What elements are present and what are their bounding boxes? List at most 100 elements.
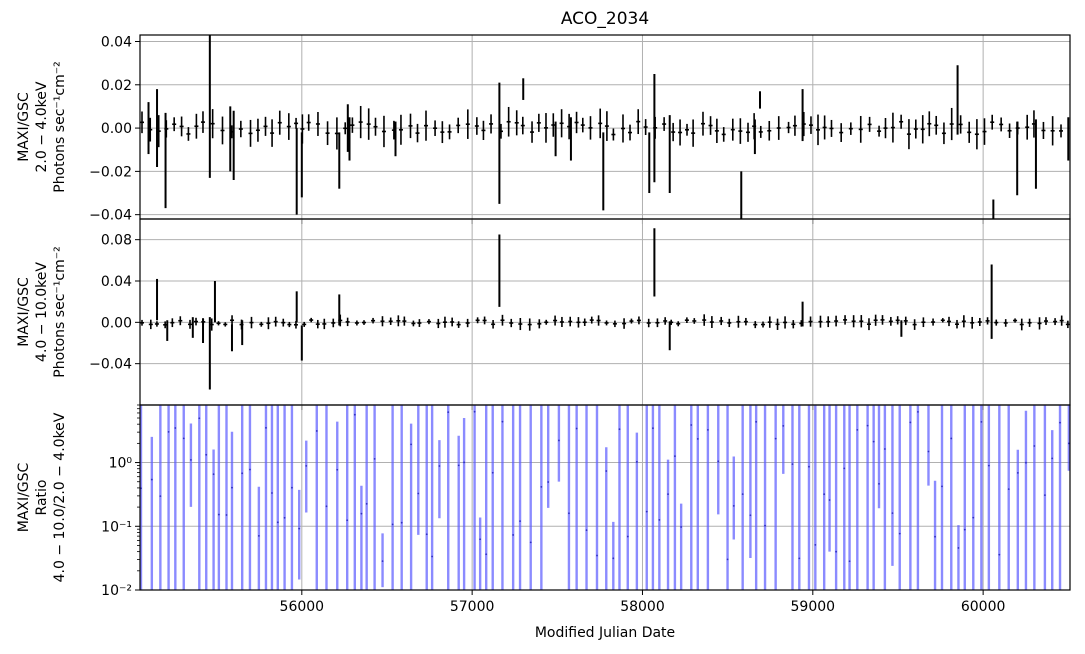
y-tick-label: −0.02 <box>89 164 132 180</box>
ratio-point <box>558 439 560 442</box>
y-axis-label-line: Photons sec⁻¹cm⁻² <box>52 61 68 193</box>
ratio-point <box>150 478 153 481</box>
ratio-point <box>1043 494 1046 497</box>
ratio-point <box>585 529 588 532</box>
ratio-point <box>791 463 794 466</box>
ratio-point <box>519 520 521 523</box>
panel-top-band-2-4kev: −0.04 −0.02 0.00 0.02 0.04 MAXI/GSC 2.0 − 4.0k… <box>16 34 1071 224</box>
ratio-point <box>485 553 488 556</box>
ratio-point <box>980 421 983 423</box>
ratio-point <box>917 410 919 413</box>
y-tick-label: 0.00 <box>101 315 132 331</box>
y-tick-label: 0.04 <box>101 274 132 290</box>
ratio-point <box>373 457 376 460</box>
ratio-point <box>457 464 460 467</box>
ratio-point <box>891 512 894 515</box>
ratio-point <box>749 514 752 517</box>
ratio-point <box>159 495 162 497</box>
ratio-point <box>231 486 233 489</box>
y-tick-label: 0.00 <box>101 121 132 137</box>
ratio-point <box>941 485 943 488</box>
ratio-point <box>479 538 482 541</box>
ratio-point <box>612 557 615 560</box>
ratio-point <box>774 437 777 440</box>
ratio-point <box>696 438 699 440</box>
ratio-point <box>305 464 308 467</box>
ratio-point <box>808 465 810 468</box>
ratio-point <box>276 521 279 524</box>
y-tick-label: 0.02 <box>101 78 132 94</box>
ratio-point <box>491 471 494 474</box>
ratio-point <box>1067 442 1070 445</box>
ratio-point <box>690 424 693 426</box>
ratio-point <box>848 560 851 563</box>
panel-bottom-hardness-ratio: 10⁻² 10⁻¹ 10⁰ 56000 57000 58000 59000 60000 MAXI… <box>16 404 1071 615</box>
ratio-point <box>512 534 515 536</box>
ratio-point <box>764 524 766 527</box>
ratio-point <box>1016 471 1019 474</box>
y-tick-label: 10⁰ <box>109 456 133 472</box>
y-axis-label-line: MAXI/GSC <box>16 277 32 347</box>
ratio-point <box>190 459 192 461</box>
ratio-point <box>283 516 286 519</box>
y-tick-label: 0.08 <box>101 233 132 249</box>
y-axis-label-line: 4.0 − 10.0/2.0 − 4.0keV <box>52 412 68 582</box>
ratio-point <box>950 437 953 440</box>
ratio-point <box>431 555 434 558</box>
ratio-point <box>658 519 661 521</box>
ratio-point <box>360 512 363 515</box>
ratio-point <box>547 481 550 483</box>
ratio-point <box>346 519 349 522</box>
ratio-point <box>298 527 301 530</box>
ratio-point <box>998 553 1001 556</box>
ratio-point <box>381 560 384 563</box>
ratio-point <box>652 427 654 430</box>
ratio-point <box>1007 488 1010 491</box>
y-tick-label: 0.04 <box>101 34 132 50</box>
ratio-point <box>934 535 936 538</box>
ratio-point <box>257 534 260 537</box>
ratio-point <box>336 468 339 471</box>
ratio-point <box>167 430 170 433</box>
y-tick-label: 10⁻² <box>101 583 132 599</box>
ratio-point <box>1025 461 1027 464</box>
ratio-point <box>463 461 466 464</box>
ratio-point <box>212 473 215 476</box>
ratio-point <box>291 486 293 489</box>
ratio-point <box>732 504 735 507</box>
ratio-point <box>575 427 578 430</box>
ratio-point <box>501 420 504 423</box>
plot-area-bottom <box>140 405 1070 590</box>
chart-title: ACO_2034 <box>561 9 649 29</box>
ratio-point <box>596 554 598 557</box>
x-tick-label: 56000 <box>280 599 325 615</box>
ratio-point <box>315 430 318 432</box>
ratio-point <box>271 492 273 494</box>
ratio-point <box>241 472 244 475</box>
y-axis-label-line: Photons sec⁻¹cm⁻² <box>52 246 68 378</box>
ratio-point <box>438 465 441 467</box>
ratio-point <box>883 448 886 450</box>
y-axis-label-line: Ratio <box>34 480 50 516</box>
ratio-point <box>872 440 875 443</box>
y-tick-label: −0.04 <box>89 357 132 373</box>
ratio-point <box>410 443 413 446</box>
ratio-point <box>205 453 208 456</box>
y-axis-label-line: MAXI/GSC <box>16 92 32 162</box>
ratio-point <box>225 514 228 516</box>
ratio-point <box>540 485 543 488</box>
ratio-point <box>400 521 403 524</box>
ratio-point <box>898 532 901 535</box>
ratio-point <box>417 492 420 495</box>
ratio-point <box>856 428 859 431</box>
ratio-point <box>909 421 912 424</box>
ratio-point <box>814 543 817 546</box>
ratio-point <box>843 467 846 470</box>
ratio-point <box>635 460 638 463</box>
ratio-point <box>927 450 930 453</box>
ratio-point <box>667 493 669 496</box>
ratio-point <box>182 437 185 440</box>
ratio-point <box>717 460 720 463</box>
ratio-point <box>987 464 990 467</box>
x-axis-label: Modified Julian Date <box>535 625 675 641</box>
